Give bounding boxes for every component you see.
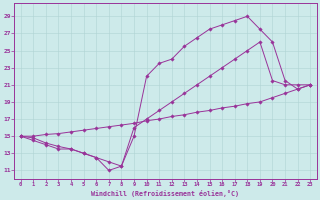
X-axis label: Windchill (Refroidissement éolien,°C): Windchill (Refroidissement éolien,°C) bbox=[92, 190, 239, 197]
